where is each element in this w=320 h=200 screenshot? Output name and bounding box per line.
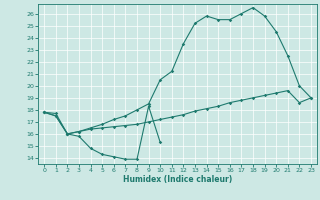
X-axis label: Humidex (Indice chaleur): Humidex (Indice chaleur) [123,175,232,184]
